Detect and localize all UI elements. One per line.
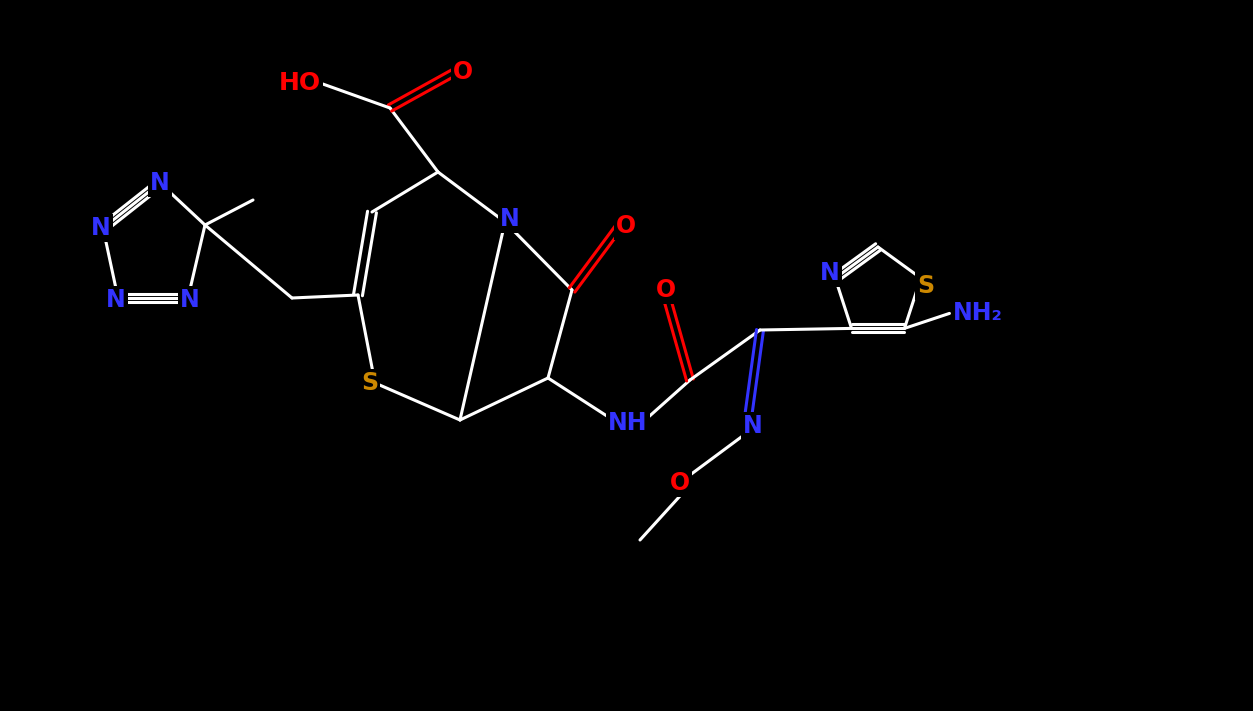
Text: N: N — [821, 261, 840, 285]
Text: O: O — [655, 278, 677, 302]
Text: N: N — [107, 288, 125, 312]
Text: NH₂: NH₂ — [952, 301, 1002, 326]
Text: N: N — [180, 288, 200, 312]
Text: S: S — [361, 371, 378, 395]
Text: O: O — [452, 60, 474, 84]
Text: N: N — [500, 207, 520, 231]
Text: HO: HO — [279, 71, 321, 95]
Text: O: O — [616, 214, 637, 238]
Text: O: O — [670, 471, 690, 495]
Text: N: N — [150, 171, 170, 195]
Text: S: S — [917, 274, 935, 298]
Text: N: N — [743, 414, 763, 438]
Text: N: N — [91, 216, 110, 240]
Text: NH: NH — [608, 411, 648, 435]
